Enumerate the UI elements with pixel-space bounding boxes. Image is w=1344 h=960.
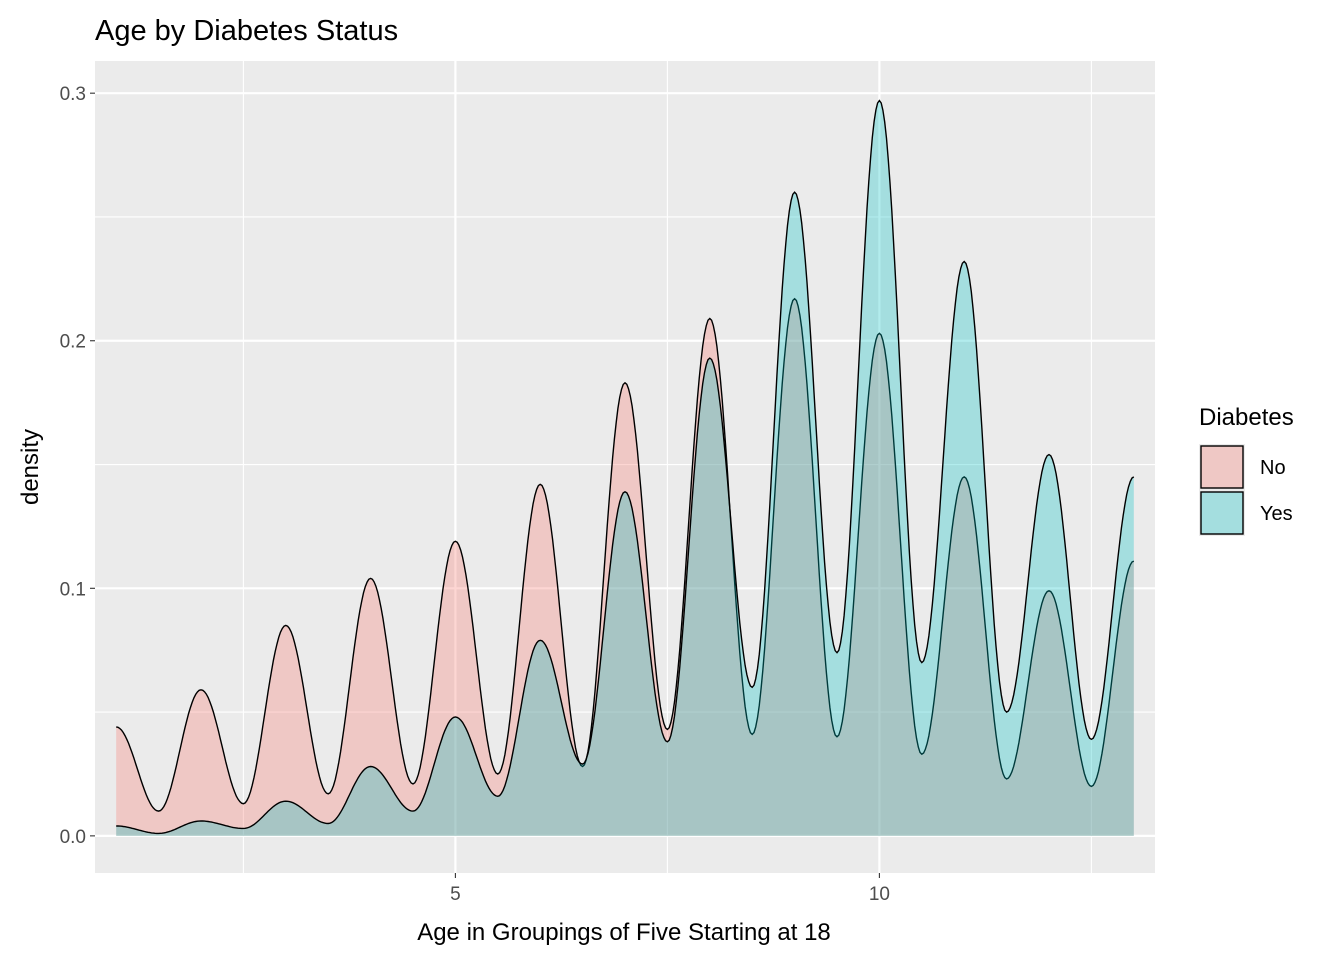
x-tick-label: 10 [869,884,890,905]
density-line-no [116,297,1135,812]
x-axis-title: Age in Groupings of Five Starting at 18 [417,919,831,946]
legend-item-yes: Yes [1199,490,1293,536]
density-line-yes [116,99,1135,835]
y-tick-label: 0.0 [60,827,86,848]
y-tick-label: 0.2 [60,332,86,353]
x-axis: 5 10 [450,873,890,905]
y-axis-title: density [17,429,44,505]
legend-key-bg [1199,444,1245,490]
grid-lines [95,61,1155,873]
legend-swatch [1200,445,1244,489]
legend-title: Diabetes [1199,404,1294,431]
density-area-yes [116,100,1134,836]
plot-panel [95,61,1155,873]
density-areas [116,99,1135,836]
y-tick-label: 0.1 [60,579,86,600]
legend-label: No [1260,457,1286,479]
legend-label: Yes [1260,503,1293,525]
chart-title: Age by Diabetes Status [95,15,398,47]
legend: Diabetes No Yes [1199,404,1294,536]
y-axis: 0.0 0.1 0.2 0.3 [60,84,95,848]
legend-swatch [1200,491,1244,535]
legend-item-no: No [1199,444,1286,490]
legend-key-bg [1199,490,1245,536]
x-tick-label: 5 [450,884,461,905]
density-area-no [116,298,1134,836]
y-tick-label: 0.3 [60,84,86,105]
